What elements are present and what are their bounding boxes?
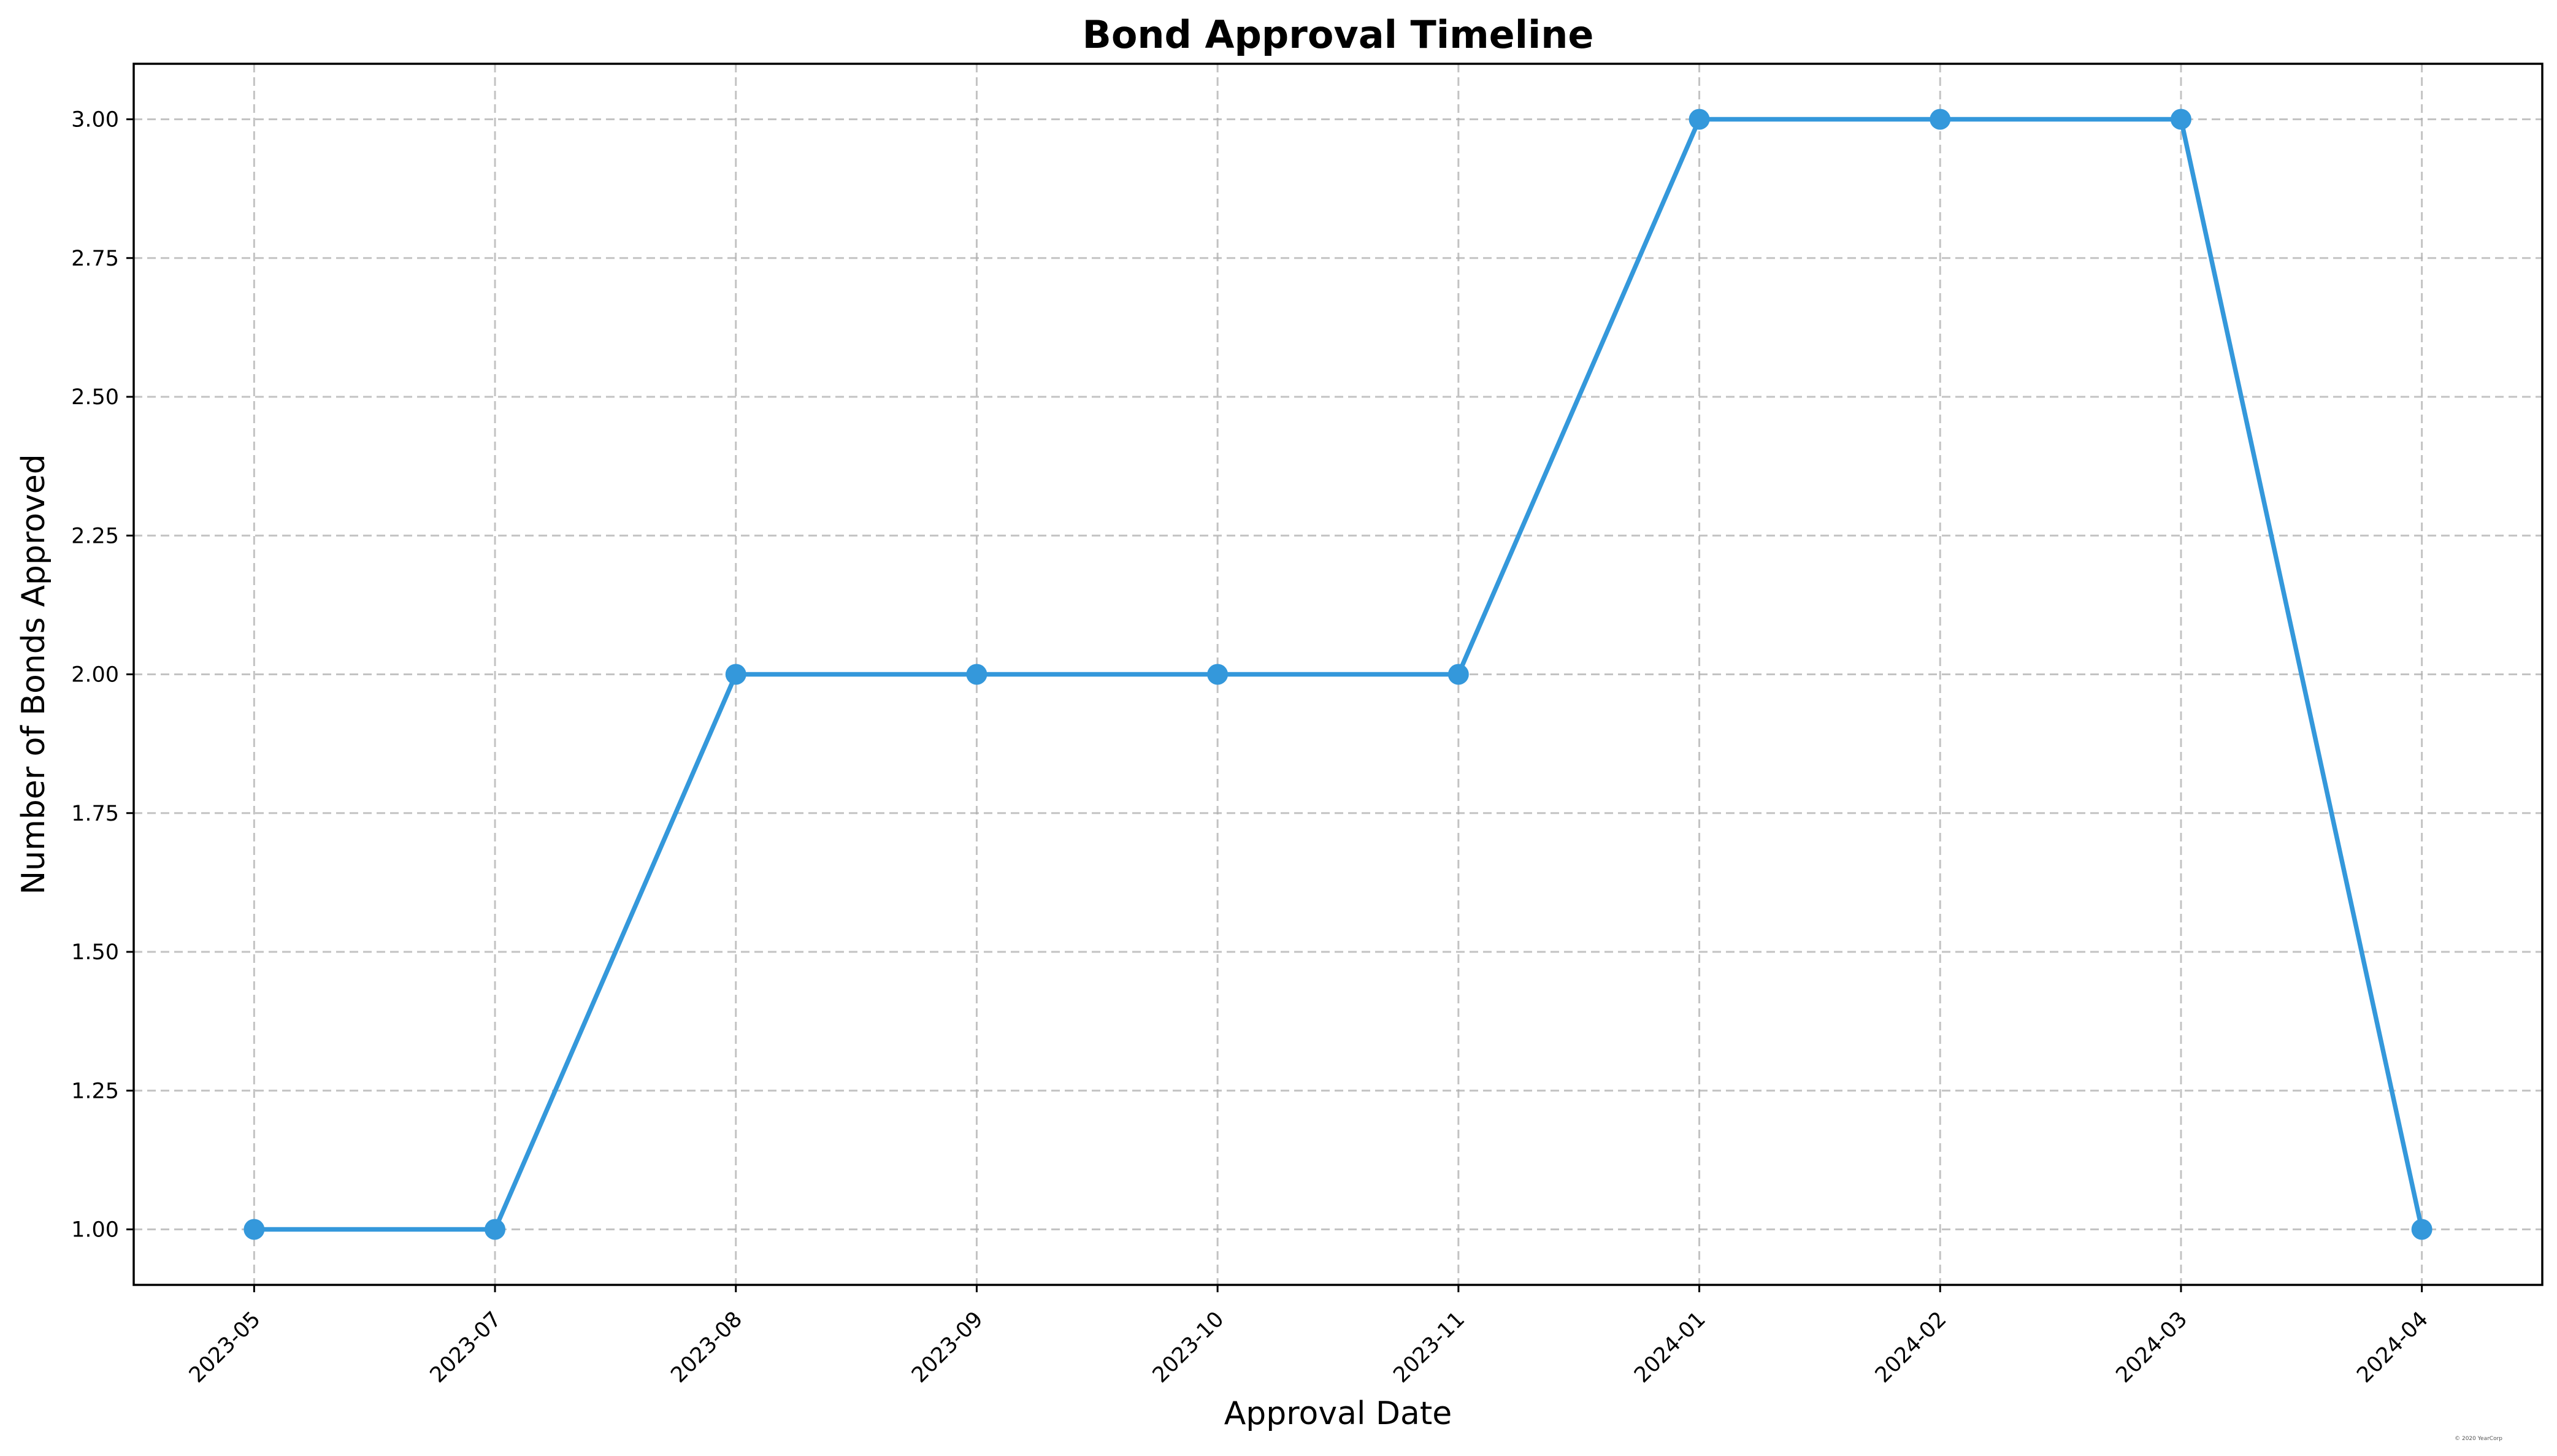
x-tick-label: 2024-01 (1630, 1307, 1711, 1388)
x-tick-label: 2023-05 (185, 1307, 266, 1388)
x-tick-label: 2024-03 (2112, 1307, 2193, 1388)
data-point (966, 664, 987, 685)
x-tick-label: 2024-02 (1871, 1307, 1952, 1388)
data-point (243, 1219, 265, 1240)
y-tick-label: 3.00 (71, 108, 119, 132)
x-tick-label: 2023-11 (1389, 1307, 1470, 1388)
y-tick-label: 2.00 (71, 663, 119, 688)
y-tick-label: 1.00 (71, 1218, 119, 1243)
y-tick-label: 2.75 (71, 247, 119, 271)
data-point (1930, 109, 1951, 130)
y-tick-label: 1.25 (71, 1079, 119, 1103)
x-axis-label: Approval Date (1224, 1395, 1452, 1432)
x-tick-label: 2023-07 (426, 1307, 507, 1388)
data-point (725, 664, 746, 685)
y-tick-label: 2.25 (71, 524, 119, 548)
x-tick-label: 2023-08 (666, 1307, 747, 1388)
y-axis-label: Number of Bonds Approved (15, 454, 52, 895)
y-tick-label: 1.50 (71, 940, 119, 965)
data-point (485, 1219, 506, 1240)
chart-title: Bond Approval Timeline (1083, 12, 1594, 57)
data-point (2170, 109, 2191, 130)
series-line (251, 117, 2425, 1232)
data-point (1689, 109, 1710, 130)
axis-ticks: 1.00 1.25 1.50 1.75 2.00 2.25 2.50 2.75 3.00 2023… (71, 108, 2433, 1388)
y-tick-label: 2.50 (71, 385, 119, 410)
data-point (1207, 664, 1229, 685)
grid (134, 64, 2542, 1285)
x-tick-label: 2023-10 (1148, 1307, 1229, 1388)
footnote: © 2020 YearCorp (2455, 1436, 2502, 1442)
plot-frame (132, 63, 2544, 1286)
series (243, 109, 2432, 1240)
y-tick-label: 1.75 (71, 802, 119, 826)
x-tick-label: 2023-09 (907, 1307, 988, 1388)
x-tick-label: 2024-04 (2352, 1307, 2433, 1388)
data-point (1447, 664, 1469, 685)
data-point (2411, 1219, 2432, 1240)
